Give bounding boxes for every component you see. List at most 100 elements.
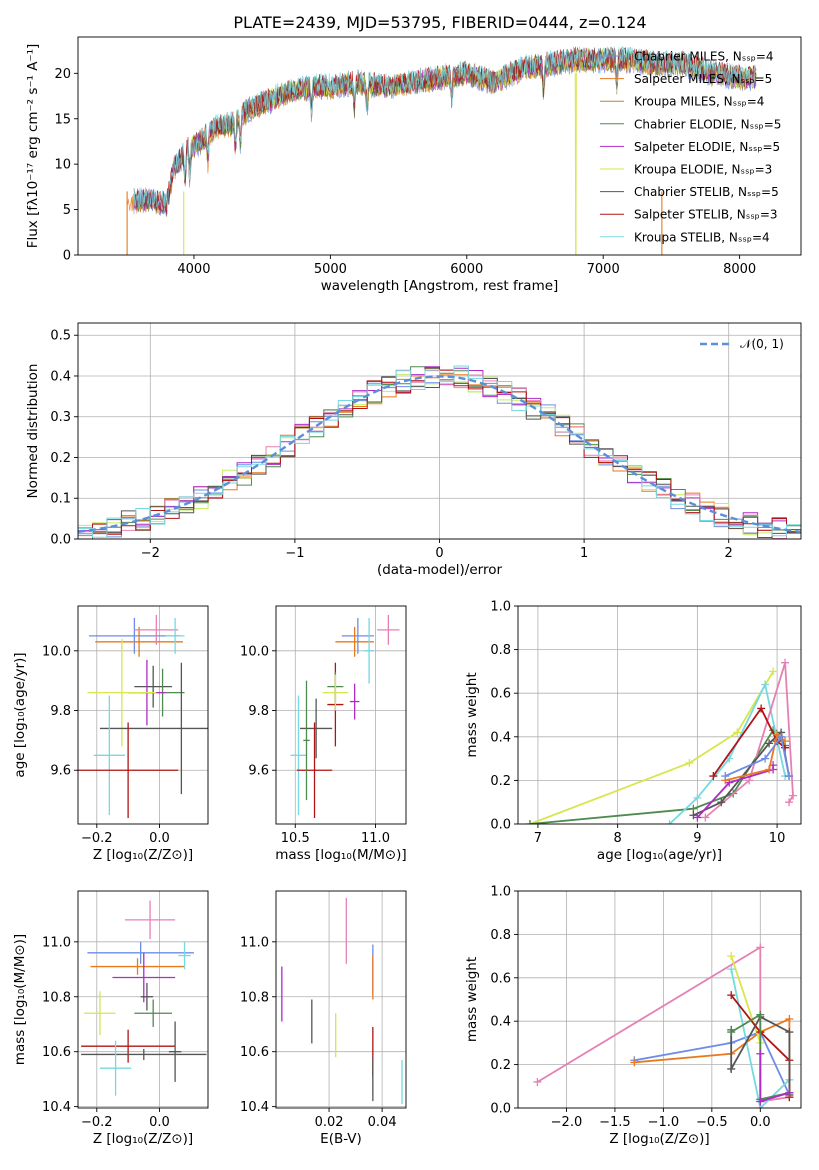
x-tick-label: 6000 (450, 262, 483, 277)
weight-marker (756, 1097, 765, 1106)
x-tick-label: 4000 (177, 262, 210, 277)
chart-mass_vs_Z: −0.2 0.0 10.4 10.6 10.8 11.0 Z [log₁₀(Z/Z⊙)] ma… (12, 890, 209, 1147)
plot-area-weight_vs_Z (533, 943, 794, 1108)
weight-marker (693, 793, 702, 802)
weight-marker (785, 1015, 794, 1024)
x-tick-label: 0 (435, 546, 443, 561)
figure-title: PLATE=2439, MJD=53795, FIBERID=0444, z=0… (233, 13, 646, 32)
weight-marker (701, 813, 710, 822)
legend-label: Kroupa MILES, Nₛₛₚ=4 (634, 95, 764, 109)
chart-age_vs_Z: −0.2 0.0 9.6 9.8 10.0 Z [log₁₀(Z/Z⊙)] age [log… (12, 605, 209, 863)
plot-area-mass_vs_Z (81, 900, 207, 1096)
weight-marker (777, 732, 786, 741)
y-tick-label: 0.4 (490, 1015, 511, 1030)
y-axis-label: Normed distribution (25, 364, 41, 499)
x-tick-label: 0.0 (149, 831, 170, 846)
x-axis-label: (data-model)/error (377, 562, 503, 578)
axes-frame (275, 890, 407, 1109)
legend-label: Salpeter ELODIE, Nₛₛₚ=5 (634, 140, 780, 154)
y-tick-label: 0.6 (490, 687, 511, 702)
weight-marker (761, 754, 770, 763)
legend-label: Kroupa STELIB, Nₛₛₚ=4 (634, 230, 770, 244)
y-tick-label: 0.2 (490, 774, 511, 789)
y-tick-label: 10.6 (240, 1045, 269, 1060)
legend-label: Salpeter MILES, Nₛₛₚ=5 (634, 72, 772, 86)
x-tick-label: −0.2 (81, 1115, 113, 1130)
y-tick-label: 10.4 (240, 1100, 269, 1115)
axes-frame (77, 36, 802, 256)
y-axis-label: mass [log₁₀(M/M⊙)] (12, 934, 28, 1065)
plot-area-age_vs_Z (78, 614, 208, 819)
legend-label: Chabrier MILES, Nₛₛₚ=4 (634, 50, 774, 64)
y-tick-label: 0.2 (490, 1058, 511, 1073)
chart-residuals: −2 −1 0 1 2 0.0 0.1 0.2 0.3 0.4 0.5 (data-model)/er… (25, 322, 802, 578)
y-tick-label: 20 (54, 67, 71, 82)
y-tick-label: 0.1 (50, 492, 71, 507)
y-tick-label: 9.8 (248, 704, 269, 719)
y-tick-label: 10.0 (240, 644, 269, 659)
weight-marker (709, 772, 718, 781)
x-tick-label: 7000 (587, 262, 620, 277)
axes-frame (517, 605, 802, 825)
weight-marker (717, 798, 726, 807)
chart-spectrum: 4000 5000 6000 7000 8000 0 5 10 15 20 wavelength [… (25, 36, 802, 294)
weight-marker (781, 658, 790, 667)
x-tick-label: 7 (534, 831, 542, 846)
x-tick-label: 0.04 (368, 1115, 397, 1130)
y-tick-label: 10.6 (42, 1045, 71, 1060)
y-tick-label: 10.0 (42, 644, 71, 659)
spectrum-line (133, 46, 757, 211)
y-tick-label: 0.5 (50, 329, 71, 344)
y-tick-label: 0.0 (50, 533, 71, 548)
x-tick-label: 5000 (314, 262, 347, 277)
y-tick-label: 5 (63, 203, 71, 218)
x-tick-label: 10.5 (281, 831, 310, 846)
legend-label: Chabrier ELODIE, Nₛₛₚ=5 (634, 117, 781, 131)
axes-frame (77, 890, 209, 1109)
weight-marker (756, 1049, 765, 1058)
weight-marker (525, 820, 534, 824)
y-tick-label: 0.8 (490, 928, 511, 943)
weight-marker (756, 943, 765, 952)
y-axis-label: mass weight (464, 957, 480, 1042)
weight-marker (789, 791, 798, 800)
weight-marker (745, 776, 754, 785)
x-axis-label: Z [log₁₀(Z/Z⊙)] (609, 1131, 709, 1147)
weight-marker (785, 798, 794, 807)
y-tick-label: 0.6 (490, 971, 511, 986)
weight-marker (761, 680, 770, 689)
y-tick-label: 0.8 (490, 643, 511, 658)
x-tick-label: −0.2 (81, 831, 113, 846)
chart-age_vs_mass: 10.5 11.0 9.6 9.8 10.0 mass [log₁₀(M/M⊙)] (240, 605, 407, 863)
y-tick-label: 0 (63, 249, 71, 264)
y-axis-label: mass weight (464, 672, 480, 757)
weight-marker (769, 667, 778, 676)
x-tick-label: 0.02 (315, 1115, 344, 1130)
x-axis-label: wavelength [Angstrom, rest frame] (321, 278, 559, 294)
weight-marker (685, 758, 694, 767)
x-axis-label: E(B-V) (320, 1131, 362, 1147)
weight-line (712, 706, 786, 777)
weight-marker (757, 704, 766, 713)
x-axis-label: age [log₁₀(age/yr)] (597, 847, 722, 863)
legend-label: Kroupa ELODIE, Nₛₛₚ=3 (634, 163, 772, 177)
axes-frame (275, 605, 407, 825)
x-tick-label: −1.5 (599, 1115, 631, 1130)
x-axis-label: mass [log₁₀(M/M⊙)] (275, 847, 406, 863)
y-tick-label: 0.2 (50, 451, 71, 466)
plot-area-residuals (78, 365, 801, 539)
x-tick-label: −0.5 (696, 1115, 728, 1130)
weight-marker (785, 1028, 794, 1037)
chart-mass_vs_ebv: 0.02 0.04 10.4 10.6 10.8 11.0 E(B-V) (240, 890, 407, 1147)
weight-marker (727, 1028, 736, 1037)
weight-marker (727, 965, 736, 974)
weight-marker (785, 1088, 794, 1097)
chart-weight_vs_Z: −2.0 −1.5 −1.0 −0.5 0.0 0.0 0.2 0.4 0.6 0.8 1.0 Z [… (464, 885, 802, 1147)
weight-marker (727, 1064, 736, 1073)
weight-marker (533, 1077, 542, 1086)
y-tick-label: 9.6 (248, 764, 269, 779)
spectrum-line (133, 46, 757, 214)
x-axis-label: Z [log₁₀(Z/Z⊙)] (93, 1131, 193, 1147)
y-tick-label: 10 (54, 158, 71, 173)
